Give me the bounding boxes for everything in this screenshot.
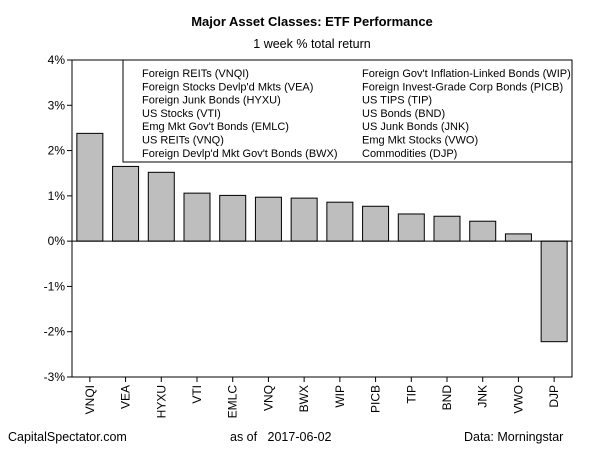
bar-wip	[326, 201, 354, 242]
bar-vnq	[254, 196, 282, 242]
bars	[72, 132, 572, 343]
chart-title: Major Asset Classes: ETF Performance	[191, 14, 433, 29]
x-tick-label: HYXU	[154, 385, 168, 418]
x-tick-label: VEA	[119, 385, 133, 409]
legend-entry: Emg Mkt Gov't Bonds (EMLC)	[142, 121, 289, 133]
bar-bnd	[433, 215, 461, 242]
x-tick-label: VTI	[190, 385, 204, 404]
bar-vnqi	[76, 132, 104, 242]
x-tick-label: VNQI	[83, 385, 97, 414]
legend-entry: US Junk Bonds (JNK)	[362, 121, 469, 133]
legend-entry: Commodities (DJP)	[362, 148, 457, 160]
legend-entry: US Stocks (VTI)	[142, 108, 221, 120]
legend-entry: US REITs (VNQ)	[142, 135, 224, 147]
bar-emlc	[219, 194, 247, 242]
legend-entry: Foreign Stocks Devlp'd Mkts (VEA)	[142, 81, 313, 93]
legend-entry: Emg Mkt Stocks (VWO)	[362, 135, 478, 147]
x-tick-label: DJP	[547, 385, 561, 408]
bar-jnk	[469, 220, 497, 242]
y-tick-label: -3%	[44, 370, 66, 384]
x-axis: VNQI VEA HYXU VTI EMLC VNQ BWX WIP PICB TIP BND JNK…	[83, 377, 561, 418]
legend-entry: Foreign Junk Bonds (HYXU)	[142, 95, 281, 107]
y-tick-label: -1%	[44, 279, 66, 293]
as-of-label: as of	[230, 430, 258, 444]
bar-vwo	[504, 233, 532, 242]
data-credit: Data: Morningstar	[464, 430, 564, 444]
y-tick-label: 4%	[48, 53, 66, 67]
x-tick-label: WIP	[333, 385, 347, 408]
x-tick-label: PICB	[369, 385, 383, 413]
y-tick-label: 1%	[48, 189, 66, 203]
bar-picb	[362, 205, 390, 242]
legend-entry: US Bonds (BND)	[362, 108, 445, 120]
y-tick-label: 3%	[48, 98, 66, 112]
x-tick-label: BWX	[297, 385, 311, 412]
bar-bwx	[290, 197, 318, 242]
x-tick-label: JNK	[476, 385, 490, 408]
y-tick-label: 2%	[48, 144, 66, 158]
as-of-line: as of 2017-06-02	[230, 430, 331, 444]
x-tick-label: TIP	[404, 385, 418, 404]
y-axis: -3% -2% -1% 0% 1% 2% 3% 4%	[44, 53, 72, 384]
legend-entry: Foreign REITs (VNQI)	[142, 68, 249, 80]
bar-djp	[540, 240, 568, 343]
bar-vti	[183, 192, 211, 242]
y-tick-label: 0%	[48, 234, 66, 248]
x-tick-label: EMLC	[226, 385, 240, 419]
x-tick-label: VWO	[511, 385, 525, 414]
bar-hyxu	[147, 171, 175, 242]
legend-entry: US TIPS (TIP)	[362, 95, 432, 107]
source-credit: CapitalSpectator.com	[8, 430, 127, 444]
etf-performance-chart: Major Asset Classes: ETF Performance 1 w…	[44, 14, 573, 418]
x-tick-label: VNQ	[261, 385, 275, 411]
bar-vea	[112, 165, 140, 242]
legend-entry: Foreign Devlp'd Mkt Gov't Bonds (BWX)	[142, 148, 338, 160]
legend-entry: Foreign Invest-Grade Corp Bonds (PICB)	[362, 81, 563, 93]
legend-box	[122, 59, 573, 163]
legend-entry: Foreign Gov't Inflation-Linked Bonds (WI…	[362, 68, 571, 80]
bar-tip	[397, 213, 425, 242]
x-tick-label: BND	[440, 385, 454, 411]
as-of-date: 2017-06-02	[267, 430, 332, 444]
y-tick-label: -2%	[44, 325, 66, 339]
legend: Foreign REITs (VNQI)Foreign Stocks Devlp…	[122, 59, 573, 163]
chart-subtitle: 1 week % total return	[253, 37, 370, 51]
